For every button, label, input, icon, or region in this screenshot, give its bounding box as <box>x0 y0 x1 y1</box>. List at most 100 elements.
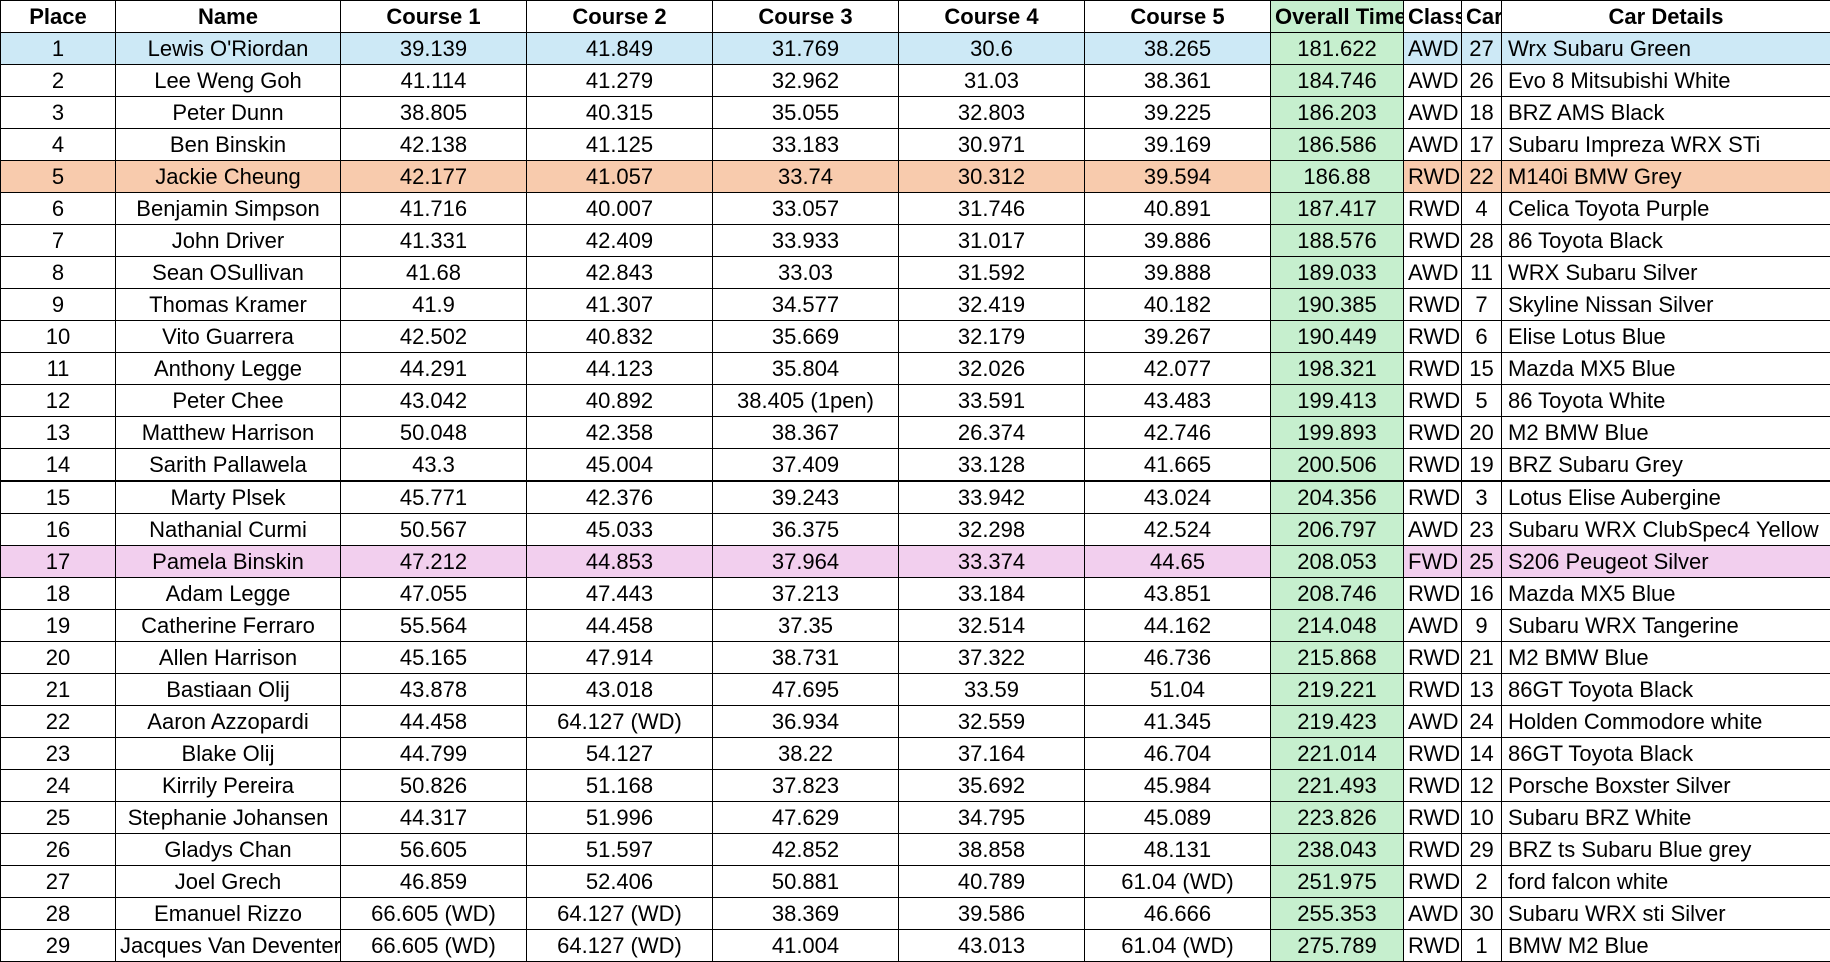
cell-place[interactable]: 1 <box>1 33 116 65</box>
cell-course-4[interactable]: 32.419 <box>899 289 1085 321</box>
cell-overall-time[interactable]: 275.789 <box>1271 930 1404 962</box>
cell-overall-time[interactable]: 215.868 <box>1271 642 1404 674</box>
cell-overall-time[interactable]: 251.975 <box>1271 866 1404 898</box>
cell-course-2[interactable]: 42.376 <box>527 481 713 514</box>
cell-course-1[interactable]: 50.826 <box>341 770 527 802</box>
cell-car-number[interactable]: 24 <box>1462 706 1502 738</box>
cell-overall-time[interactable]: 219.423 <box>1271 706 1404 738</box>
cell-class[interactable]: RWD <box>1404 321 1462 353</box>
cell-place[interactable]: 17 <box>1 546 116 578</box>
cell-name[interactable]: Jackie Cheung <box>116 161 341 193</box>
cell-course-4[interactable]: 35.692 <box>899 770 1085 802</box>
cell-car-number[interactable]: 21 <box>1462 642 1502 674</box>
cell-course-3[interactable]: 35.669 <box>713 321 899 353</box>
cell-overall-time[interactable]: 255.353 <box>1271 898 1404 930</box>
cell-overall-time[interactable]: 208.746 <box>1271 578 1404 610</box>
cell-course-3[interactable]: 39.243 <box>713 481 899 514</box>
cell-course-5[interactable]: 41.345 <box>1085 706 1271 738</box>
cell-course-4[interactable]: 39.586 <box>899 898 1085 930</box>
cell-course-3[interactable]: 38.367 <box>713 417 899 449</box>
cell-course-1[interactable]: 56.605 <box>341 834 527 866</box>
header-course-1[interactable]: Course 1 <box>341 1 527 33</box>
cell-course-1[interactable]: 38.805 <box>341 97 527 129</box>
cell-course-2[interactable]: 40.007 <box>527 193 713 225</box>
cell-car-details[interactable]: Holden Commodore white <box>1502 706 1830 738</box>
cell-place[interactable]: 15 <box>1 481 116 514</box>
cell-place[interactable]: 4 <box>1 129 116 161</box>
cell-class[interactable]: RWD <box>1404 770 1462 802</box>
cell-course-3[interactable]: 41.004 <box>713 930 899 962</box>
cell-car-number[interactable]: 27 <box>1462 33 1502 65</box>
cell-course-4[interactable]: 32.559 <box>899 706 1085 738</box>
cell-car-details[interactable]: 86 Toyota Black <box>1502 225 1830 257</box>
cell-class[interactable]: AWD <box>1404 610 1462 642</box>
cell-car-number[interactable]: 15 <box>1462 353 1502 385</box>
cell-course-3[interactable]: 47.695 <box>713 674 899 706</box>
cell-course-5[interactable]: 43.483 <box>1085 385 1271 417</box>
cell-course-5[interactable]: 45.089 <box>1085 802 1271 834</box>
cell-name[interactable]: Stephanie Johansen <box>116 802 341 834</box>
cell-class[interactable]: RWD <box>1404 385 1462 417</box>
cell-course-1[interactable]: 50.567 <box>341 514 527 546</box>
cell-course-5[interactable]: 40.891 <box>1085 193 1271 225</box>
cell-course-5[interactable]: 42.077 <box>1085 353 1271 385</box>
cell-course-3[interactable]: 36.934 <box>713 706 899 738</box>
cell-car-details[interactable]: 86GT Toyota Black <box>1502 674 1830 706</box>
cell-course-2[interactable]: 64.127 (WD) <box>527 706 713 738</box>
cell-overall-time[interactable]: 223.826 <box>1271 802 1404 834</box>
cell-car-number[interactable]: 16 <box>1462 578 1502 610</box>
cell-course-5[interactable]: 46.736 <box>1085 642 1271 674</box>
cell-name[interactable]: Catherine Ferraro <box>116 610 341 642</box>
cell-course-2[interactable]: 64.127 (WD) <box>527 898 713 930</box>
cell-car-details[interactable]: BRZ AMS Black <box>1502 97 1830 129</box>
cell-course-5[interactable]: 39.267 <box>1085 321 1271 353</box>
cell-course-2[interactable]: 40.315 <box>527 97 713 129</box>
cell-course-2[interactable]: 45.004 <box>527 449 713 482</box>
cell-course-4[interactable]: 43.013 <box>899 930 1085 962</box>
cell-place[interactable]: 3 <box>1 97 116 129</box>
cell-name[interactable]: Peter Dunn <box>116 97 341 129</box>
cell-course-5[interactable]: 39.225 <box>1085 97 1271 129</box>
cell-overall-time[interactable]: 238.043 <box>1271 834 1404 866</box>
cell-course-2[interactable]: 42.358 <box>527 417 713 449</box>
cell-course-4[interactable]: 26.374 <box>899 417 1085 449</box>
cell-name[interactable]: Peter Chee <box>116 385 341 417</box>
cell-car-details[interactable]: Subaru Impreza WRX STi <box>1502 129 1830 161</box>
cell-place[interactable]: 16 <box>1 514 116 546</box>
cell-course-2[interactable]: 51.996 <box>527 802 713 834</box>
cell-course-4[interactable]: 32.179 <box>899 321 1085 353</box>
header-place[interactable]: Place <box>1 1 116 33</box>
cell-overall-time[interactable]: 188.576 <box>1271 225 1404 257</box>
cell-course-1[interactable]: 43.878 <box>341 674 527 706</box>
cell-class[interactable]: RWD <box>1404 642 1462 674</box>
cell-car-number[interactable]: 22 <box>1462 161 1502 193</box>
cell-course-2[interactable]: 43.018 <box>527 674 713 706</box>
cell-course-2[interactable]: 47.914 <box>527 642 713 674</box>
cell-car-details[interactable]: Skyline Nissan Silver <box>1502 289 1830 321</box>
cell-course-4[interactable]: 31.03 <box>899 65 1085 97</box>
cell-overall-time[interactable]: 199.893 <box>1271 417 1404 449</box>
cell-class[interactable]: RWD <box>1404 193 1462 225</box>
cell-course-3[interactable]: 32.962 <box>713 65 899 97</box>
cell-name[interactable]: Adam Legge <box>116 578 341 610</box>
header-car-details[interactable]: Car Details <box>1502 1 1830 33</box>
cell-course-3[interactable]: 31.769 <box>713 33 899 65</box>
cell-overall-time[interactable]: 214.048 <box>1271 610 1404 642</box>
cell-course-2[interactable]: 42.409 <box>527 225 713 257</box>
cell-class[interactable]: RWD <box>1404 225 1462 257</box>
cell-course-1[interactable]: 45.165 <box>341 642 527 674</box>
cell-place[interactable]: 22 <box>1 706 116 738</box>
cell-car-number[interactable]: 18 <box>1462 97 1502 129</box>
header-class[interactable]: Class <box>1404 1 1462 33</box>
cell-place[interactable]: 21 <box>1 674 116 706</box>
cell-overall-time[interactable]: 184.746 <box>1271 65 1404 97</box>
cell-course-4[interactable]: 32.514 <box>899 610 1085 642</box>
cell-place[interactable]: 14 <box>1 449 116 482</box>
cell-car-number[interactable]: 26 <box>1462 65 1502 97</box>
cell-course-5[interactable]: 43.024 <box>1085 481 1271 514</box>
cell-class[interactable]: RWD <box>1404 802 1462 834</box>
cell-car-details[interactable]: Subaru BRZ White <box>1502 802 1830 834</box>
cell-place[interactable]: 10 <box>1 321 116 353</box>
cell-course-5[interactable]: 43.851 <box>1085 578 1271 610</box>
header-name[interactable]: Name <box>116 1 341 33</box>
